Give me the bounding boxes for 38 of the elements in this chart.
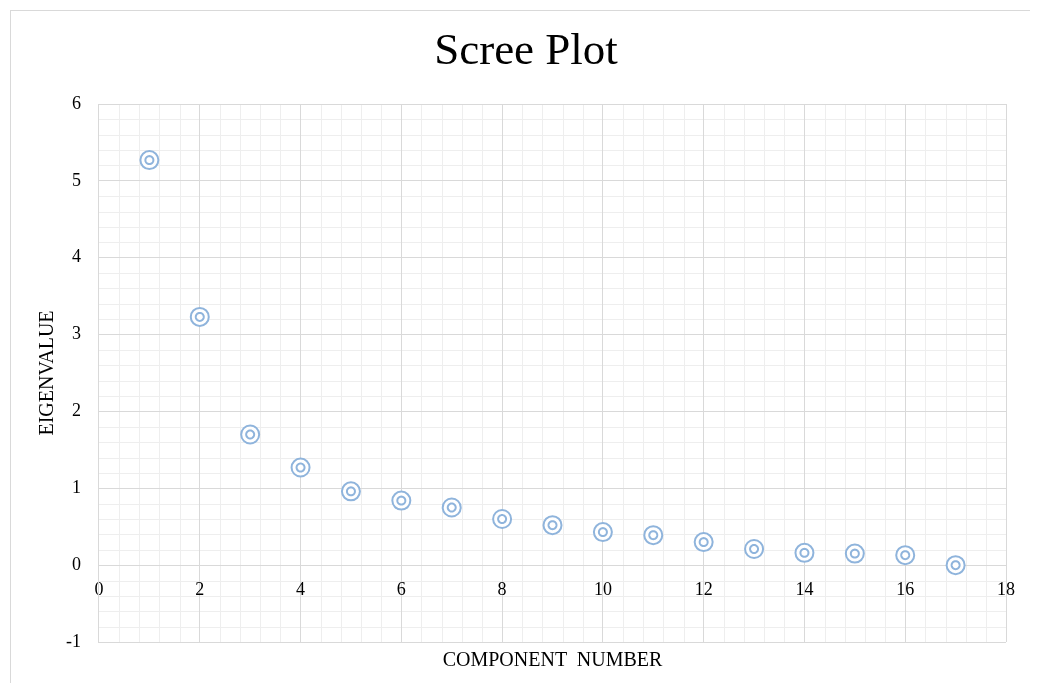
point (189, 306, 210, 327)
point (895, 545, 916, 566)
x-tick-label: 14 (795, 578, 814, 599)
x-tick-label: 12 (694, 578, 713, 599)
chart-title: Scree Plot (434, 23, 619, 74)
point (340, 481, 361, 502)
x-tick-label: 16 (896, 578, 915, 599)
point (441, 497, 462, 518)
point (794, 542, 815, 563)
point (542, 515, 563, 536)
point (643, 525, 664, 546)
point (290, 457, 311, 478)
x-axis-title: COMPONENT NUMBER (442, 648, 663, 671)
x-tick-label: 2 (195, 578, 205, 599)
x-tick-label: 10 (593, 578, 612, 599)
x-tick-label: 18 (997, 578, 1015, 599)
x-tick-label: 4 (296, 578, 306, 599)
y-tick-label: 1 (71, 477, 81, 498)
x-tick-label: 0 (94, 578, 104, 599)
point (744, 539, 765, 559)
point (693, 532, 714, 553)
point (844, 543, 865, 564)
point (240, 424, 261, 445)
point (945, 555, 966, 576)
x-tick-label: 8 (497, 578, 507, 599)
y-tick-label: 0 (71, 553, 81, 574)
y-tick-label: 3 (71, 323, 81, 344)
point (139, 150, 160, 171)
y-tick-label: 6 (71, 92, 81, 113)
y-tick-label: 2 (71, 400, 81, 421)
point (391, 490, 412, 511)
point (592, 522, 613, 543)
y-tick-label: 4 (71, 246, 81, 267)
point (492, 509, 513, 530)
x-tick-label: 6 (396, 578, 406, 599)
y-tick-label: -1 (65, 630, 81, 651)
y-tick-label: 5 (71, 169, 81, 190)
y-axis-title: EIGENVALUE (35, 310, 58, 436)
